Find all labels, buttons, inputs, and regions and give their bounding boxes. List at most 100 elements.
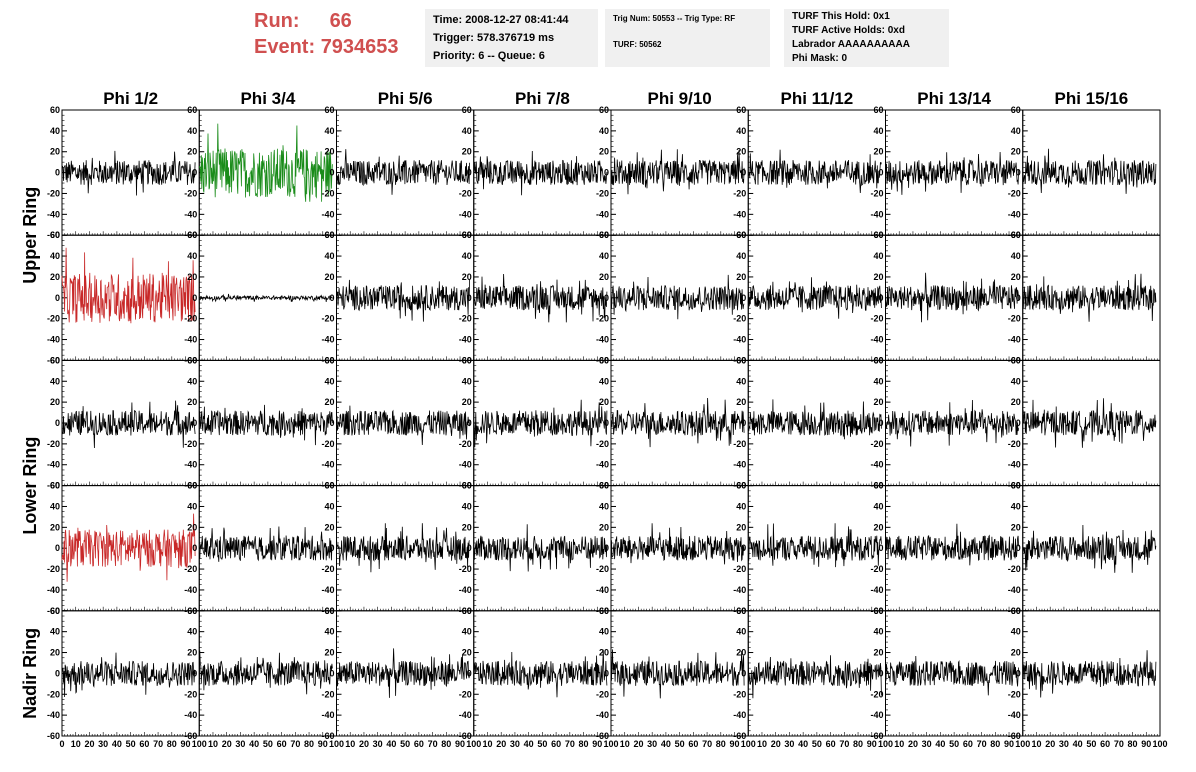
y-tick-label: 60 bbox=[462, 355, 472, 365]
y-tick-label: 40 bbox=[873, 126, 883, 136]
y-tick-label: 20 bbox=[873, 648, 883, 658]
y-tick-label: 40 bbox=[50, 251, 60, 261]
y-tick-label: 40 bbox=[873, 376, 883, 386]
x-tick-label: 80 bbox=[579, 739, 589, 749]
y-tick-label: 0 bbox=[467, 418, 472, 428]
y-tick-label: 40 bbox=[324, 627, 334, 637]
y-tick-label: -20 bbox=[184, 564, 197, 574]
y-tick-label: 40 bbox=[187, 501, 197, 511]
y-tick-label: -40 bbox=[596, 209, 609, 219]
y-tick-label: -40 bbox=[47, 460, 60, 470]
x-tick-label: 80 bbox=[304, 739, 314, 749]
y-tick-label: 60 bbox=[599, 606, 609, 616]
y-tick-label: 40 bbox=[324, 126, 334, 136]
y-tick-label: 60 bbox=[187, 481, 197, 491]
y-tick-label: -40 bbox=[596, 460, 609, 470]
y-tick-label: -20 bbox=[870, 689, 883, 699]
waveform-trace bbox=[1022, 148, 1157, 194]
y-tick-label: -60 bbox=[47, 731, 60, 741]
waveform-trace bbox=[747, 149, 882, 194]
y-tick-label: 40 bbox=[462, 126, 472, 136]
y-tick-label: 20 bbox=[599, 648, 609, 658]
waveform-trace bbox=[473, 399, 608, 448]
x-tick-label: 70 bbox=[1114, 739, 1124, 749]
y-tick-label: -40 bbox=[1008, 585, 1021, 595]
y-tick-label: 0 bbox=[329, 418, 334, 428]
waveform-trace bbox=[61, 150, 196, 196]
x-tick-label: 10 bbox=[482, 739, 492, 749]
x-tick-label: 50 bbox=[812, 739, 822, 749]
trig-num-text: Trig Num: 50553 -- Trig Type: RF bbox=[613, 14, 736, 23]
y-tick-label: 40 bbox=[324, 376, 334, 386]
y-tick-label: 20 bbox=[873, 522, 883, 532]
y-tick-label: 20 bbox=[736, 397, 746, 407]
y-tick-label: -20 bbox=[733, 689, 746, 699]
y-tick-label: 0 bbox=[1016, 668, 1021, 678]
y-tick-label: 20 bbox=[873, 147, 883, 157]
x-tick-label: 20 bbox=[633, 739, 643, 749]
waveform-trace bbox=[1022, 273, 1157, 322]
y-tick-label: 20 bbox=[187, 397, 197, 407]
waveform-trace bbox=[473, 524, 608, 572]
y-tick-label: -40 bbox=[870, 460, 883, 470]
x-tick-label: 40 bbox=[798, 739, 808, 749]
column-title: Phi 7/8 bbox=[515, 89, 570, 108]
time-text: Time: 2008-12-27 08:41:44 bbox=[433, 14, 569, 26]
x-tick-label: 100 bbox=[1015, 739, 1030, 749]
y-tick-label: 40 bbox=[599, 376, 609, 386]
y-tick-label: -20 bbox=[870, 314, 883, 324]
y-tick-label: 60 bbox=[873, 606, 883, 616]
y-tick-label: 0 bbox=[55, 418, 60, 428]
waveform-trace bbox=[610, 523, 745, 565]
y-tick-label: 40 bbox=[187, 627, 197, 637]
x-tick-label: 60 bbox=[1100, 739, 1110, 749]
x-tick-label: 10 bbox=[894, 739, 904, 749]
waveform-trace bbox=[747, 655, 882, 699]
x-tick-label: 100 bbox=[741, 739, 756, 749]
event-value: 7934653 bbox=[320, 36, 399, 58]
y-tick-label: 0 bbox=[467, 293, 472, 303]
y-tick-label: -40 bbox=[870, 585, 883, 595]
y-tick-label: 40 bbox=[462, 251, 472, 261]
y-tick-label: -20 bbox=[459, 439, 472, 449]
column-title: Phi 5/6 bbox=[378, 89, 433, 108]
y-tick-label: 40 bbox=[736, 627, 746, 637]
y-tick-label: 60 bbox=[736, 355, 746, 365]
y-tick-label: -20 bbox=[184, 439, 197, 449]
y-tick-label: -20 bbox=[459, 564, 472, 574]
x-tick-label: 100 bbox=[329, 739, 344, 749]
y-tick-label: 60 bbox=[1011, 606, 1021, 616]
y-tick-label: 40 bbox=[187, 251, 197, 261]
x-tick-label: 30 bbox=[784, 739, 794, 749]
x-tick-label: 30 bbox=[1059, 739, 1069, 749]
y-tick-label: 20 bbox=[50, 648, 60, 658]
y-tick-label: 60 bbox=[736, 105, 746, 115]
y-tick-label: -60 bbox=[1008, 731, 1021, 741]
waveform-trace bbox=[336, 149, 470, 195]
x-tick-label: 80 bbox=[853, 739, 863, 749]
y-tick-label: 60 bbox=[50, 481, 60, 491]
y-tick-label: 20 bbox=[1011, 397, 1021, 407]
x-tick-label: 40 bbox=[386, 739, 396, 749]
run-row: Run: 66 bbox=[254, 8, 399, 34]
x-tick-label: 40 bbox=[112, 739, 122, 749]
x-tick-label: 80 bbox=[1128, 739, 1138, 749]
run-event-info: Run: 66 Event: 7934653 bbox=[254, 8, 399, 60]
event-row: Event: 7934653 bbox=[254, 34, 399, 60]
waveform-trace bbox=[61, 513, 196, 582]
waveform-trace bbox=[199, 293, 333, 303]
y-tick-label: 40 bbox=[736, 251, 746, 261]
waveform-trace bbox=[336, 648, 470, 698]
x-tick-label: 100 bbox=[603, 739, 618, 749]
y-tick-label: -20 bbox=[596, 188, 609, 198]
priority-text: Priority: 6 -- Queue: 6 bbox=[433, 50, 545, 62]
y-tick-label: -20 bbox=[1008, 188, 1021, 198]
y-tick-label: -20 bbox=[1008, 314, 1021, 324]
